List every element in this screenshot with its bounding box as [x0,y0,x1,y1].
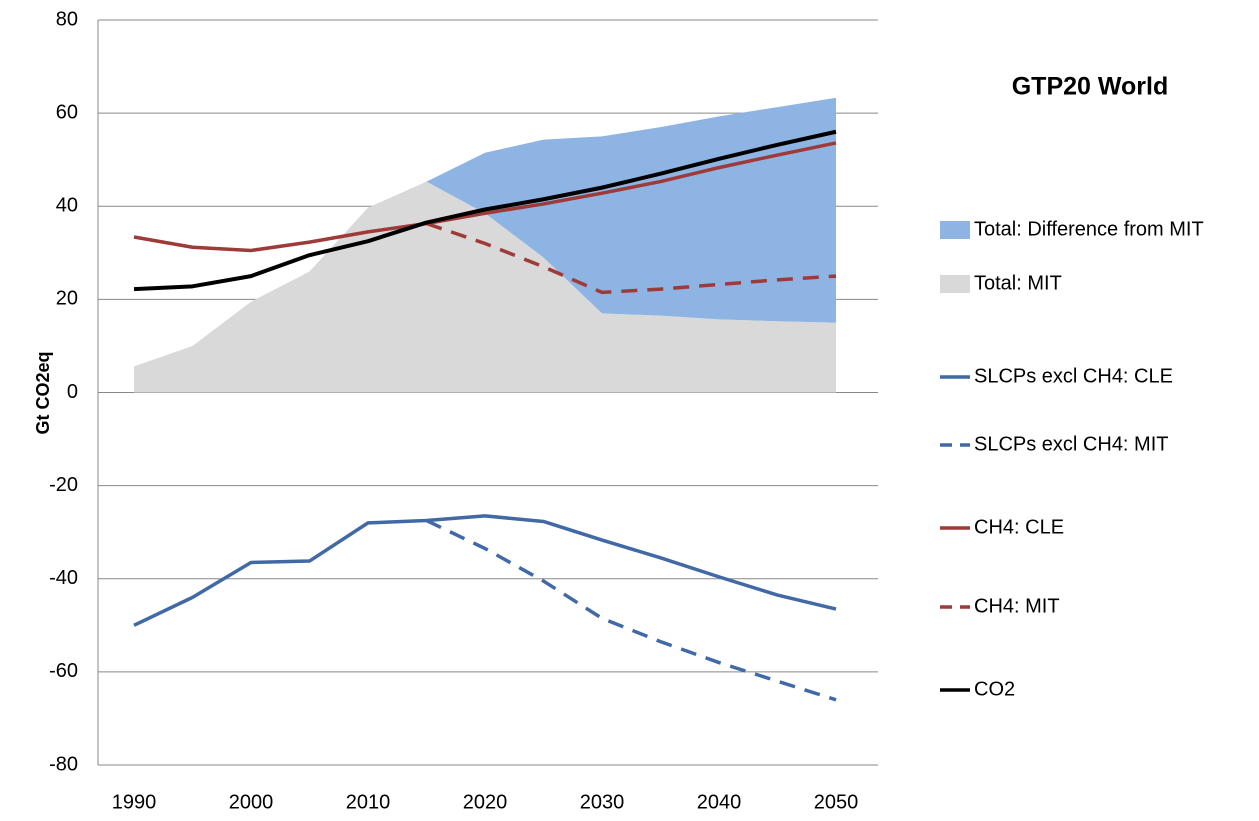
x-tick-label: 2040 [697,791,742,813]
line [425,518,837,702]
y-tick-label: -80 [49,753,78,775]
line [133,129,837,292]
x-tick-label: 2000 [229,791,274,813]
y-tick-label: 40 [56,195,78,217]
x-tick-label: 2020 [463,791,508,813]
x-tick-label: 2030 [580,791,625,813]
y-tick-label: 0 [67,381,78,403]
line [133,514,837,627]
y-tick-label: -60 [49,660,78,682]
legend-label: CH4: CLE [974,516,1064,538]
y-tick-label: -20 [49,474,78,496]
area [134,181,836,393]
legend-label: CH4: MIT [974,595,1060,617]
line [133,141,837,253]
line [425,221,837,295]
y-axis-label: Gt CO2eq [33,351,53,434]
legend-label: Total: Difference from MIT [974,218,1204,240]
legend-swatch [940,221,970,239]
legend-label: SLCPs excl CH4: MIT [974,433,1168,455]
y-tick-label: 80 [56,8,78,30]
x-tick-label: 2050 [814,791,859,813]
y-tick-label: -40 [49,567,78,589]
chart-title: GTP20 World [1012,73,1169,101]
legend-swatch [940,275,970,293]
legend-label: Total: MIT [974,272,1062,294]
x-tick-label: 2010 [346,791,391,813]
x-tick-label: 1990 [112,791,157,813]
legend-label: CO2 [974,678,1015,700]
y-tick-label: 20 [56,288,78,310]
y-tick-label: 60 [56,101,78,123]
legend-label: SLCPs excl CH4: CLE [974,365,1173,387]
